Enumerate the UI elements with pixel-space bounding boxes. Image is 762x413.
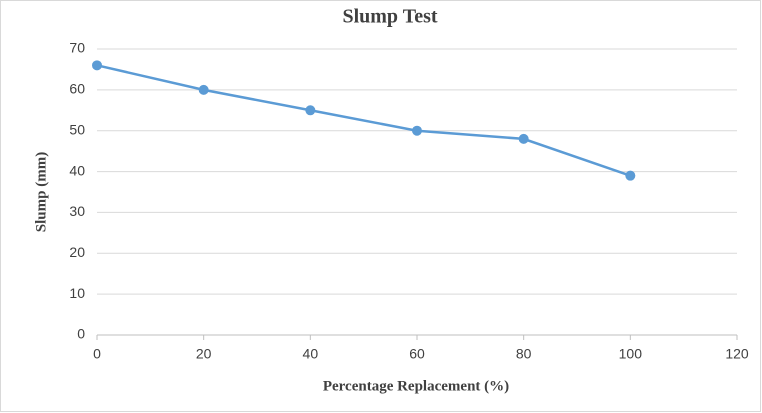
x-tick-label: 40 xyxy=(303,346,319,362)
x-tick-label: 100 xyxy=(619,346,643,362)
y-tick-label: 20 xyxy=(69,244,85,260)
x-tick-label: 0 xyxy=(93,346,101,362)
y-axis-label: Slump (mm) xyxy=(33,152,49,232)
x-tick-label: 60 xyxy=(409,346,425,362)
y-tick-label: 30 xyxy=(69,203,85,219)
marker xyxy=(412,125,422,136)
x-tick-label: 80 xyxy=(516,346,532,362)
marker xyxy=(305,105,316,116)
marker xyxy=(198,84,209,95)
y-tick-label: 50 xyxy=(69,121,85,137)
x-axis-label: Percentage Replacement (%) xyxy=(323,378,509,394)
y-tick-label: 60 xyxy=(69,81,85,97)
chart-title: Slump Test xyxy=(342,6,437,28)
marker xyxy=(518,133,529,144)
x-tick-label: 120 xyxy=(725,346,749,362)
y-tick-label: 40 xyxy=(69,162,85,178)
y-tick-label: 70 xyxy=(69,40,85,56)
marker xyxy=(625,170,636,181)
y-tick-label: 10 xyxy=(69,285,85,301)
x-tick-label: 20 xyxy=(196,346,212,362)
y-tick-label: 0 xyxy=(77,326,85,342)
line xyxy=(96,64,631,177)
marker xyxy=(92,60,102,71)
